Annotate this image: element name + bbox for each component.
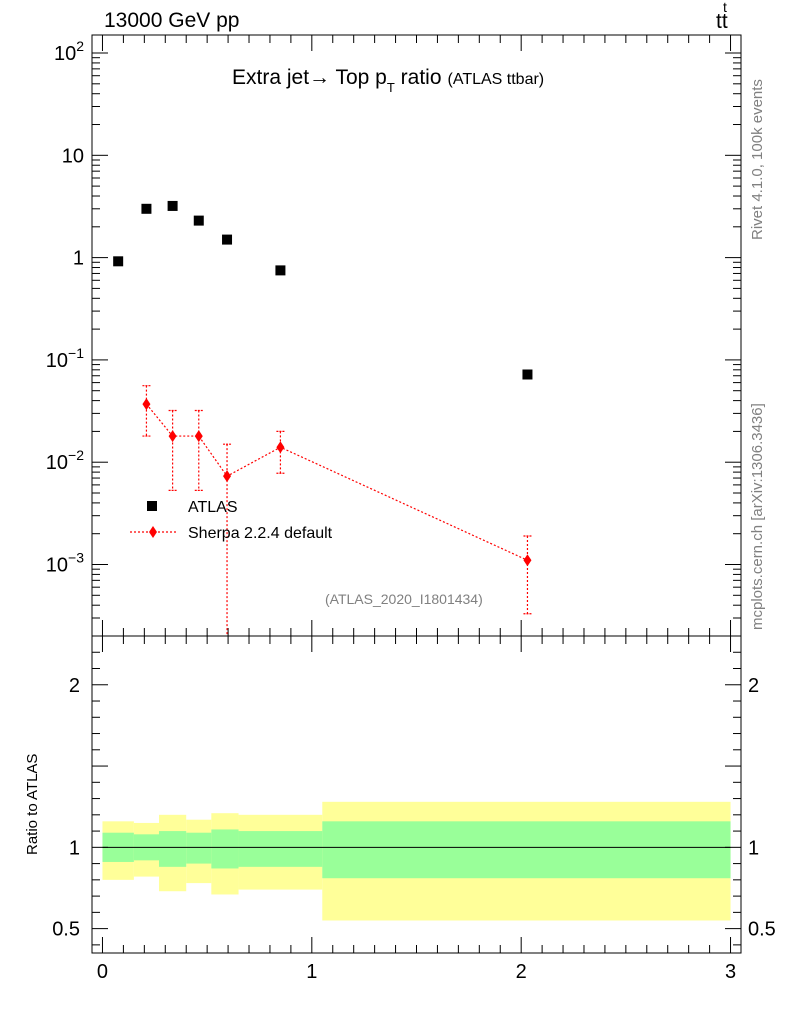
ratio-ylabel: Ratio to ATLAS xyxy=(24,754,41,855)
sherpa-point xyxy=(142,398,151,411)
main-y-tick-label: 1 xyxy=(73,248,84,270)
plot-title-tail: ratio xyxy=(395,66,442,89)
plot-title: Extra jet→ Top pT ratio (ATLAS ttbar) xyxy=(232,66,544,95)
ratio-y-tick-label-right: 2 xyxy=(748,675,759,697)
atlas-point xyxy=(141,203,152,214)
sherpa-point xyxy=(194,430,203,443)
main-y-tick-label: 10−2 xyxy=(46,447,84,474)
x-ticks: 0 1 2 3 xyxy=(97,35,736,983)
ratio-y-tick-label-left: 2 xyxy=(69,675,80,697)
ratio-y-tick-label-left: 1 xyxy=(69,837,80,859)
main-frame xyxy=(91,34,742,637)
main-y-tick-label: 102 xyxy=(54,38,84,65)
analysis-watermark: (ATLAS_2020_I1801434) xyxy=(325,591,483,607)
plot-title-main: Extra jet→ Top p xyxy=(232,66,387,89)
atlas-point xyxy=(167,200,178,211)
header-process-bar: t xyxy=(723,0,727,15)
main-y-tick-label: 10 xyxy=(62,145,84,167)
sherpa-point xyxy=(523,554,532,567)
x-tick-label: 3 xyxy=(725,961,736,983)
sherpa-point xyxy=(276,441,285,454)
atlas-point xyxy=(522,369,533,380)
legend-atlas-label: ATLAS xyxy=(188,499,238,516)
atlas-point xyxy=(113,256,124,267)
ratio-bands xyxy=(102,801,731,921)
tick-base: 10 xyxy=(46,452,68,474)
x-tick-label: 1 xyxy=(306,961,317,983)
tick-exponent: 2 xyxy=(76,38,84,54)
ratio-band-green xyxy=(322,821,731,879)
atlas-series xyxy=(113,200,533,380)
sherpa-point xyxy=(168,430,177,443)
ratio-y-tick-label-right: 0.5 xyxy=(748,919,776,941)
tick-exponent: −3 xyxy=(68,549,84,565)
ratio-y-tick-label-left: 0.5 xyxy=(52,919,80,941)
ratio-band-green xyxy=(211,829,239,869)
ratio-band-green xyxy=(186,832,212,864)
rivet-version-label: Rivet 4.1.0, 100k events xyxy=(749,79,766,240)
tick-exponent: −2 xyxy=(68,447,84,463)
atlas-point xyxy=(193,215,204,226)
main-y-tick-label: 10−1 xyxy=(46,345,84,372)
header-process-label: tt xyxy=(716,10,728,33)
ratio-band-green xyxy=(158,831,187,867)
ratio-y-tick-label-right: 1 xyxy=(748,837,759,859)
sherpa-series xyxy=(142,385,532,636)
legend-sherpa-marker xyxy=(149,526,157,538)
legend-sherpa-label: Sherpa 2.2.4 default xyxy=(188,525,333,542)
tick-base: 1 xyxy=(73,248,84,270)
legend-atlas-marker xyxy=(147,501,157,511)
x-tick-label: 0 xyxy=(97,961,108,983)
tick-base: 10 xyxy=(46,350,68,372)
sherpa-line xyxy=(145,403,528,561)
ratio-band-green xyxy=(238,831,323,867)
header-energy-label: 13000 GeV pp xyxy=(104,9,239,32)
atlas-point xyxy=(275,265,286,276)
main-y-tick-label: 10−3 xyxy=(46,549,84,576)
atlas-point xyxy=(222,234,233,245)
x-tick-label: 2 xyxy=(516,961,527,983)
tick-exponent: −1 xyxy=(68,345,84,361)
mcplots-label: mcplots.cern.ch [arXiv:1306.3436] xyxy=(749,403,766,630)
tick-base: 10 xyxy=(62,145,84,167)
tick-base: 10 xyxy=(54,43,76,65)
ratio-ticks: 0.5 0.5 1 1 2 2 xyxy=(52,635,776,946)
plot-title-small: (ATLAS ttbar) xyxy=(448,71,545,88)
sherpa-point xyxy=(223,470,232,483)
tick-base: 10 xyxy=(46,554,68,576)
plot-title-subscript: T xyxy=(387,80,395,95)
